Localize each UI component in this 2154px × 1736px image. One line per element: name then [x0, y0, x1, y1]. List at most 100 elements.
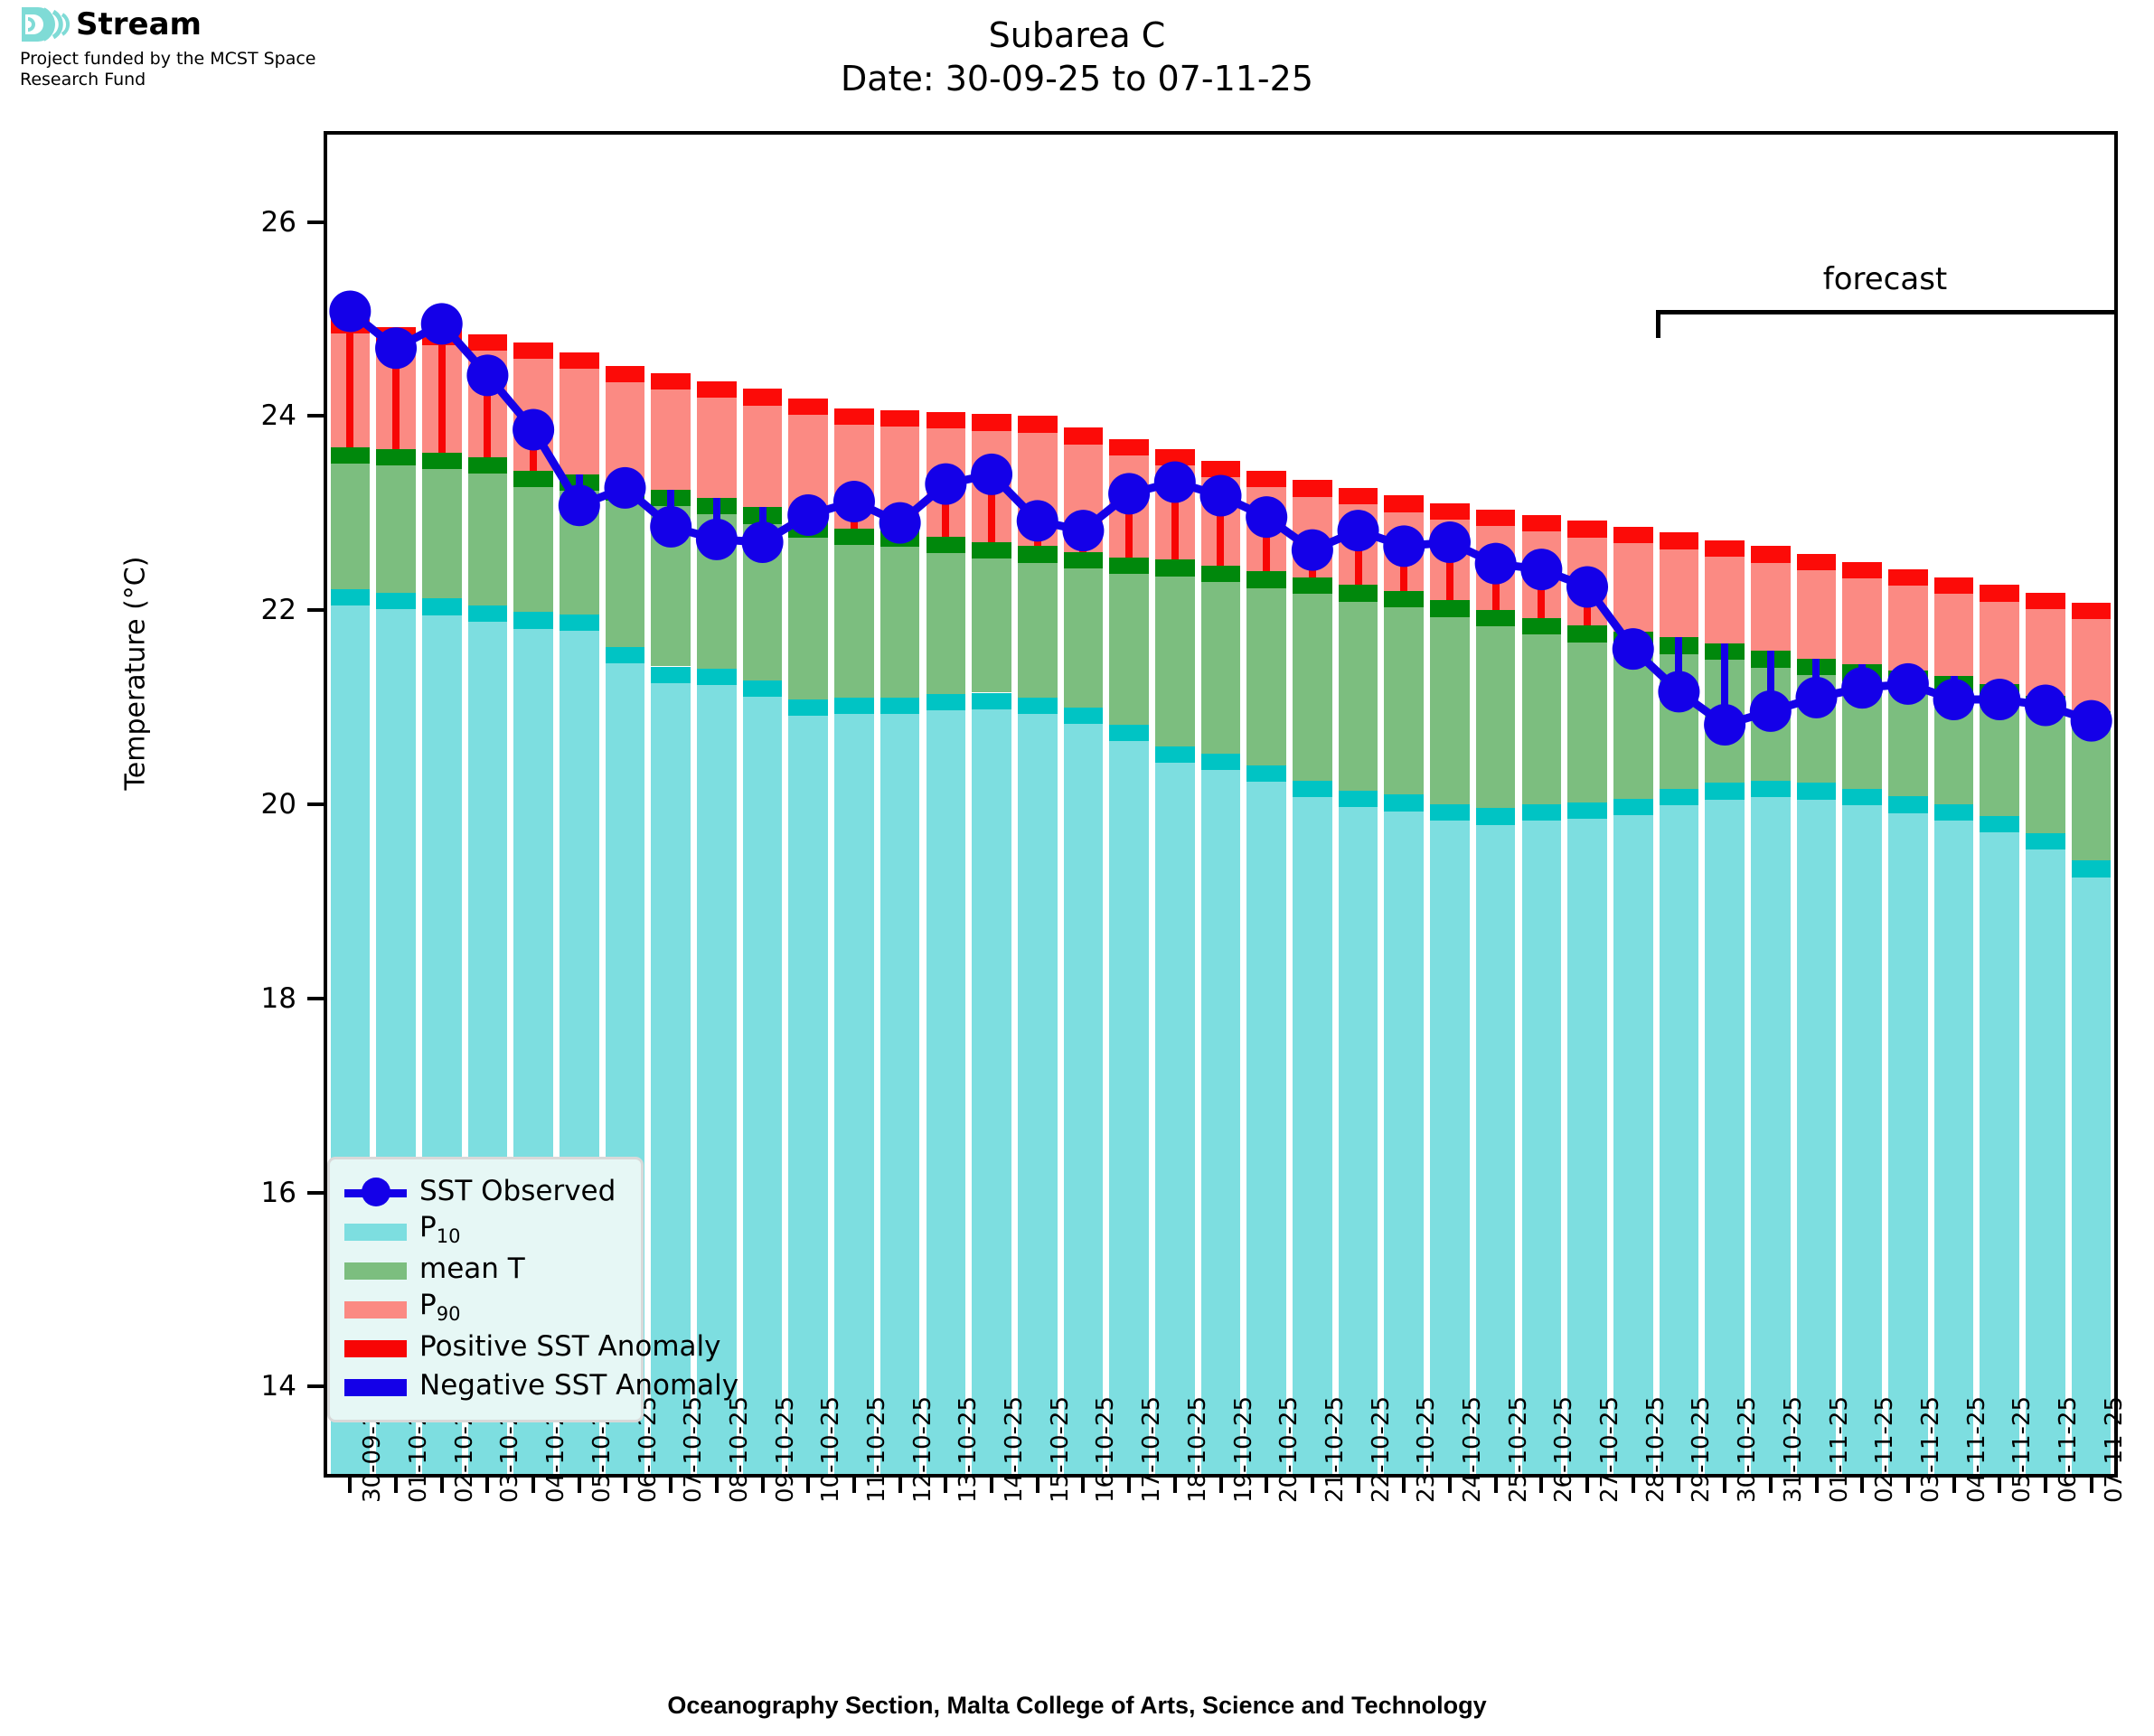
bar-segment-p10-cap [1933, 804, 1974, 821]
x-tick-mark [1493, 1478, 1498, 1493]
legend-item[interactable]: mean T [344, 1250, 626, 1289]
bar-segment-p10-cap [1567, 802, 1607, 820]
bar-segment-p10-cap [879, 697, 920, 715]
x-tick-mark [1585, 1478, 1590, 1493]
positive-anomaly-stem [1125, 493, 1133, 558]
x-tick-mark [485, 1478, 490, 1493]
bar-segment-p90-cap [1430, 503, 1470, 521]
bar-segment-p90 [1796, 553, 1837, 659]
bar-segment-p90 [1980, 585, 2020, 684]
x-tick-label: 09-10-25 [771, 1395, 799, 1503]
x-tick-label: 07-10-25 [680, 1395, 708, 1503]
sst-observed-marker [695, 518, 738, 560]
bar-segment-p10-cap [1063, 707, 1104, 724]
sst-observed-marker [1566, 566, 1609, 608]
legend-item[interactable]: P90 [344, 1289, 626, 1328]
sst-observed-marker [1383, 525, 1425, 568]
bar-segment-p90 [560, 352, 599, 474]
positive-anomaly-stem [1217, 495, 1225, 566]
bar-segment-p90 [1888, 569, 1928, 671]
bar-segment-p90-cap [560, 352, 599, 369]
bar-segment-mean-cap [1017, 546, 1058, 563]
x-tick-label: 08-10-25 [725, 1395, 753, 1503]
bar-column [1200, 135, 1241, 1474]
x-tick-label: 22-10-25 [1367, 1395, 1395, 1503]
chart-legend: SST Observed P10 mean T P90 Positive SST Ano… [327, 1157, 738, 1422]
bar-segment-p10 [1109, 724, 1149, 1474]
legend-item[interactable]: SST Observed [344, 1172, 626, 1211]
bar-segment-p10 [1933, 804, 1974, 1474]
bar-segment-p10-cap [834, 697, 874, 715]
x-tick-label: 03-11-25 [1916, 1395, 1944, 1503]
y-tick-mark [307, 608, 324, 613]
x-tick-mark [944, 1478, 948, 1493]
y-tick-label: 22 [260, 594, 296, 627]
bar-segment-p10 [1613, 798, 1653, 1474]
x-tick-mark [623, 1478, 627, 1493]
bar-segment-p90-cap [605, 365, 645, 382]
bar-segment-p90-cap [1017, 416, 1058, 433]
negative-anomaly-stem [712, 497, 720, 540]
forecast-bracket [1656, 310, 2114, 338]
sst-observed-marker [1246, 496, 1288, 539]
bar-segment-p10 [1293, 781, 1332, 1474]
x-tick-label: 31-10-25 [1779, 1395, 1807, 1503]
x-tick-label: 13-10-25 [955, 1395, 983, 1503]
x-tick-mark [348, 1478, 353, 1493]
bar-column [1751, 135, 1791, 1474]
positive-anomaly-stem [346, 311, 354, 447]
forecast-annotation: forecast [1656, 261, 2114, 343]
sst-observed-marker [1108, 473, 1151, 515]
sst-observed-marker [1612, 628, 1654, 671]
bar-segment-p10 [1246, 765, 1286, 1474]
bar-segment-p90-cap [788, 399, 829, 416]
x-tick-mark [1218, 1478, 1223, 1493]
bar-segment-p90-cap [1109, 439, 1149, 456]
legend-item[interactable]: Negative SST Anomaly [344, 1366, 738, 1405]
bar-segment-mean-cap [1063, 551, 1104, 569]
bar-segment-p90-cap [1659, 532, 1699, 549]
x-tick-mark [1081, 1478, 1086, 1493]
bar-segment-p10-cap [1109, 724, 1149, 742]
y-tick-mark [307, 1384, 324, 1389]
sst-observed-marker [1337, 510, 1379, 552]
bar-segment-p90 [605, 365, 645, 484]
sst-observed-marker [1520, 549, 1563, 591]
bar-segment-p10-cap [1200, 754, 1241, 771]
bar-segment-mean [1293, 577, 1332, 782]
sst-observed-marker [741, 521, 784, 564]
positive-anomaly-stem [1354, 530, 1362, 586]
logo-subtitle: Project funded by the MCST Space Researc… [20, 49, 316, 90]
x-tick-label: 14-10-25 [1001, 1395, 1029, 1503]
y-tick-label: 20 [260, 788, 296, 821]
bar-segment-mean [1109, 558, 1149, 725]
positive-anomaly-stem [1171, 482, 1179, 560]
legend-swatch-icon [344, 1295, 407, 1322]
bar-segment-p90 [697, 380, 737, 498]
legend-item[interactable]: P10 [344, 1211, 626, 1250]
sst-observed-marker [971, 453, 1013, 495]
bar-segment-p90 [651, 373, 691, 491]
bar-segment-p10 [1155, 746, 1195, 1474]
bar-segment-mean-cap [1109, 558, 1149, 575]
bar-segment-mean [1200, 565, 1241, 755]
bar-segment-p10-cap [1384, 794, 1425, 812]
bar-segment-p10 [972, 692, 1011, 1474]
bar-segment-p90-cap [1293, 480, 1332, 497]
bar-segment-p10-cap [605, 647, 645, 664]
bar-segment-p90-cap [1063, 427, 1104, 445]
bar-segment-p10 [1017, 697, 1058, 1474]
bar-segment-mean [972, 542, 1011, 693]
positive-anomaly-stem [1445, 542, 1453, 601]
bar-column [742, 135, 783, 1474]
x-tick-label: 29-10-25 [1688, 1395, 1716, 1503]
sst-observed-marker [1474, 542, 1517, 585]
legend-item[interactable]: Positive SST Anomaly [344, 1328, 720, 1366]
negative-anomaly-stem [1766, 651, 1774, 711]
page-title: Subarea C Date: 30-09-25 to 07-11-25 [841, 15, 1313, 99]
bar-segment-p10 [1567, 802, 1607, 1474]
x-tick-label: 30-10-25 [1734, 1395, 1762, 1503]
bar-segment-mean-cap [1200, 565, 1241, 583]
bar-segment-p10 [2071, 860, 2112, 1474]
bar-segment-mean [1155, 559, 1195, 746]
